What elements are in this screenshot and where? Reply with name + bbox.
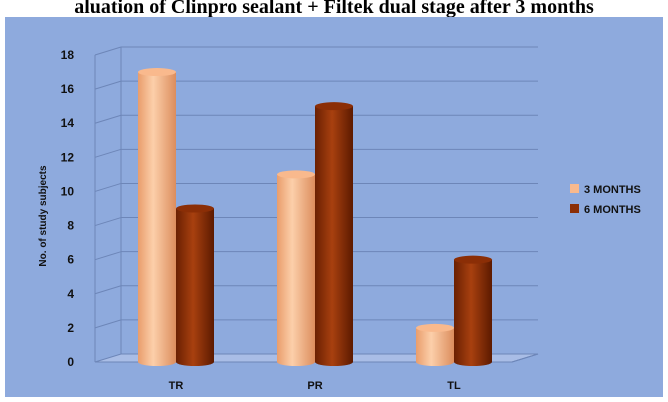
bar-top [277,170,315,179]
y-tick-label: 4 [67,287,74,301]
y-tick-label: 6 [67,253,74,267]
gridline-diag [94,46,122,56]
bar-base [176,358,214,366]
bar-body [176,208,214,362]
bar-PR-3-months [277,170,315,366]
x-axis: TR PR TL [169,380,461,392]
y-tick-label: 8 [67,219,74,233]
bar-TR-6-months [176,204,214,366]
bar-TL-3-months [416,323,454,366]
bar-body [277,174,315,362]
bar-TR-3-months [138,68,176,366]
bar-top [138,68,176,77]
bar-base [138,358,176,366]
x-tick-label: PR [307,380,322,392]
bar-base [315,358,353,366]
gridline-diag [94,148,122,158]
gridline-diag [94,251,122,261]
y-tick-label: 2 [67,321,74,335]
bar-body [138,72,176,363]
x-tick-label: TL [447,380,461,392]
gridline-diag [94,285,122,295]
bar-base [454,358,492,366]
y-tick-label: 14 [61,116,75,130]
y-axis: 0 2 4 6 8 10 12 14 16 18 [61,48,96,369]
bar-TL-6-months [454,255,492,366]
chart-title: aluation of Clinpro sealant + Filtek dua… [74,0,594,18]
bar-top [315,102,353,111]
x-tick-label: TR [169,380,184,392]
bar-top [454,255,492,264]
legend-entry: 3 MONTHS [570,184,641,196]
y-tick-label: 12 [61,150,75,164]
legend-swatch [570,184,579,193]
legend-label: 6 MONTHS [584,204,641,216]
gridline-diag [94,114,122,124]
legend: 3 MONTHS 6 MONTHS [570,184,641,216]
gridline-diag [94,217,122,227]
y-tick-label: 18 [61,48,75,62]
bar-body [454,259,492,362]
y-tick-label: 10 [61,184,75,198]
bar-body [315,106,353,363]
bar-base [277,358,315,366]
y-tick-label: 16 [61,82,75,96]
floor-edge [511,353,539,363]
gridline-diag [94,80,122,90]
bar-PR-6-months [315,102,353,366]
bar-body [416,327,454,362]
legend-swatch [570,204,579,213]
gridline-diag [94,319,122,329]
bars [138,68,492,366]
y-tick-label: 0 [67,355,74,369]
y-axis-label: No. of study subjects [38,165,49,267]
legend-label: 3 MONTHS [584,184,641,196]
gridline-diag [94,182,122,192]
bar-base [416,358,454,366]
bar-top [176,204,214,213]
legend-entry: 6 MONTHS [570,204,641,216]
bar-top [416,323,454,332]
